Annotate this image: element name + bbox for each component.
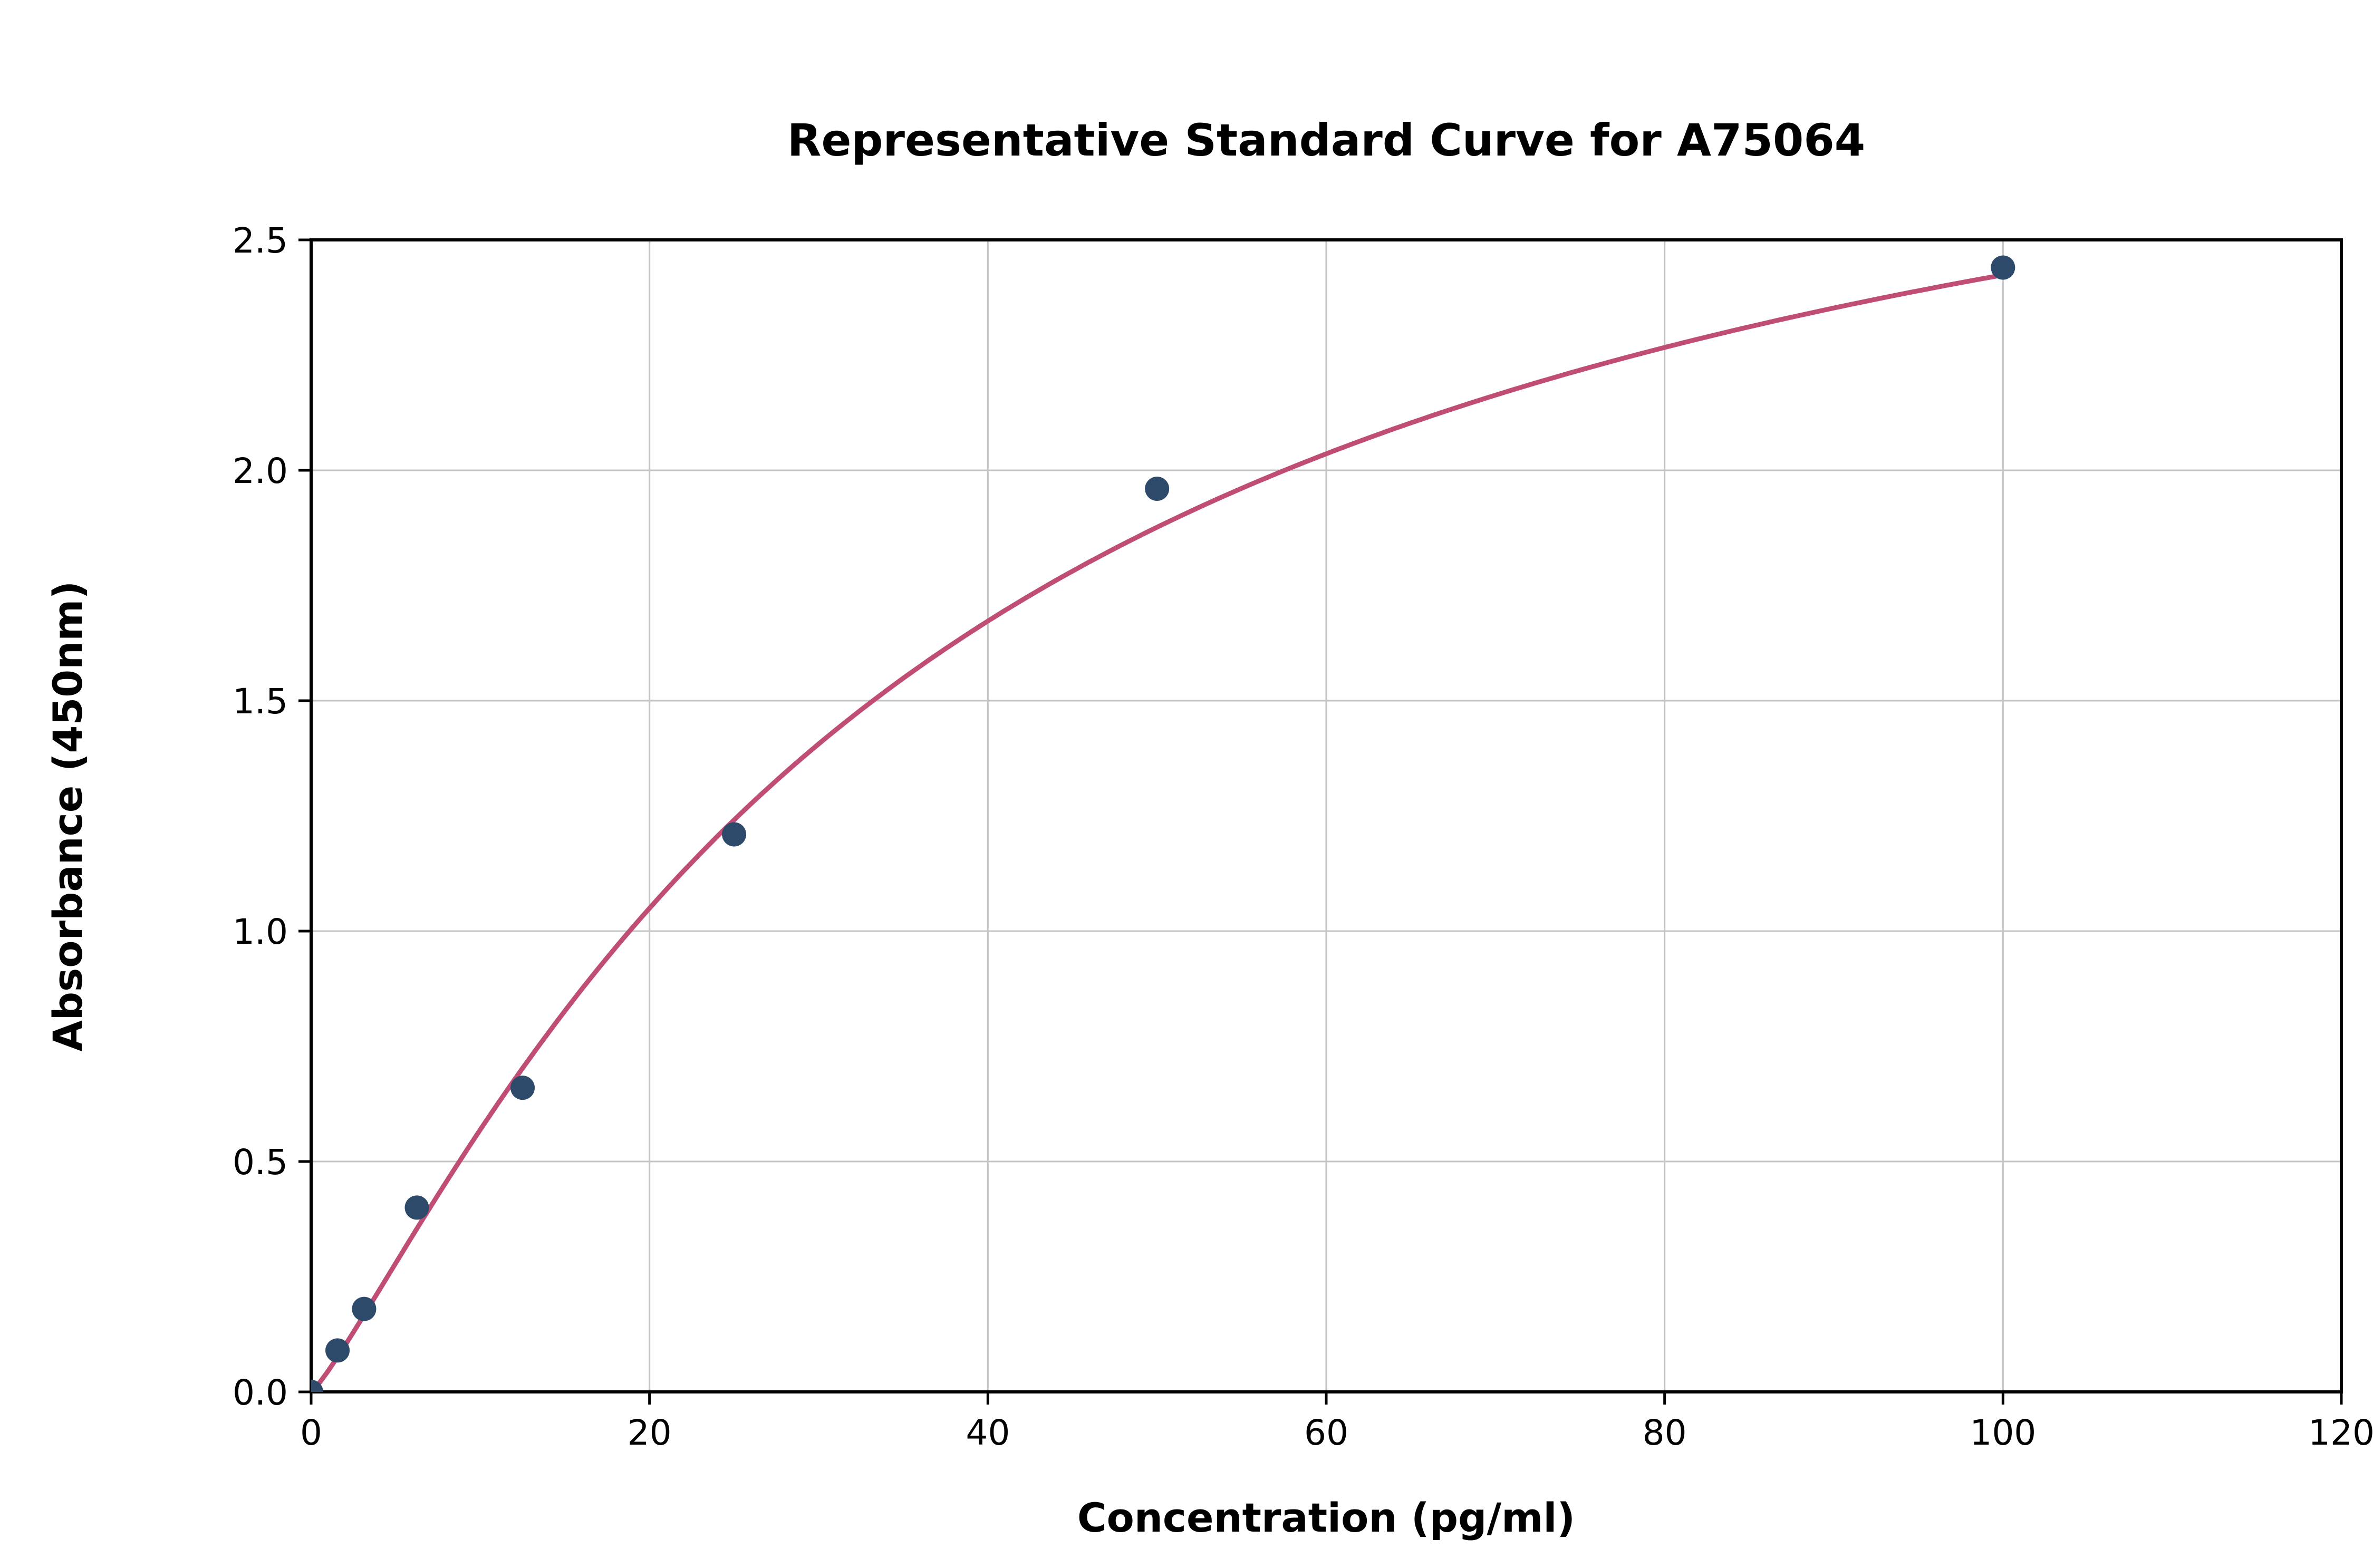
y-tick-label: 2.5	[233, 220, 288, 261]
x-axis-label: Concentration (pg/ml)	[1077, 1494, 1575, 1541]
data-point	[325, 1338, 350, 1363]
y-axis-label: Absorbance (450nm)	[44, 581, 91, 1051]
data-point	[352, 1296, 377, 1321]
x-tick-label: 20	[628, 1412, 672, 1453]
x-tick-label: 0	[300, 1412, 322, 1453]
data-point	[1145, 476, 1170, 501]
y-tick-label: 1.0	[233, 912, 288, 952]
data-point	[722, 822, 747, 847]
y-tick-label: 0.0	[233, 1372, 288, 1413]
x-tick-label: 120	[2308, 1412, 2373, 1453]
x-tick-label: 60	[1304, 1412, 1348, 1453]
y-tick-label: 0.5	[233, 1142, 288, 1183]
chart-title: Representative Standard Curve for A75064	[787, 114, 1865, 166]
x-tick-label: 40	[966, 1412, 1010, 1453]
data-point	[404, 1195, 429, 1220]
x-tick-label: 80	[1643, 1412, 1687, 1453]
x-tick-label: 100	[1970, 1412, 2036, 1453]
fit-curve	[311, 273, 2004, 1392]
data-point	[1991, 255, 2015, 280]
data-point	[311, 1380, 323, 1392]
data-point	[510, 1076, 535, 1100]
y-tick-label: 2.0	[233, 451, 288, 491]
y-tick-label: 1.5	[233, 681, 288, 722]
